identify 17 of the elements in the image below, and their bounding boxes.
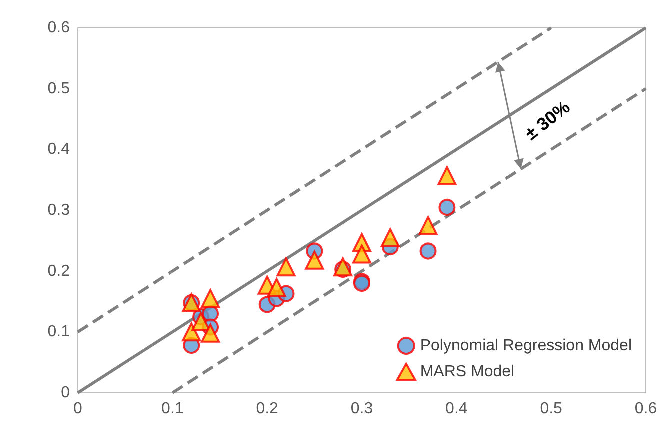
annotation: ± 30% (521, 97, 574, 144)
x-tick-label: 0.4 (446, 400, 468, 418)
x-tick-label: 0.3 (350, 400, 374, 418)
x-tick-label: 0.1 (162, 400, 184, 418)
legend-label: MARS Model (420, 364, 515, 380)
y-tick-label: 0.3 (48, 202, 70, 219)
y-tick-label: 0.5 (48, 80, 70, 98)
x-tick-label: 0.2 (256, 400, 279, 418)
y-tick-label: 0 (61, 384, 70, 402)
y-tick-label: 0.2 (48, 262, 70, 280)
x-tick-label: 0.6 (634, 400, 658, 418)
x-tick-label: 0.5 (540, 400, 563, 418)
y-tick-label: 0.1 (48, 324, 70, 341)
legend-label: Polynomial Regression Model (420, 338, 632, 354)
y-tick-label: 0.6 (48, 20, 70, 36)
y-tick-label: 0.4 (48, 141, 70, 158)
x-tick-label: 0 (74, 400, 83, 418)
